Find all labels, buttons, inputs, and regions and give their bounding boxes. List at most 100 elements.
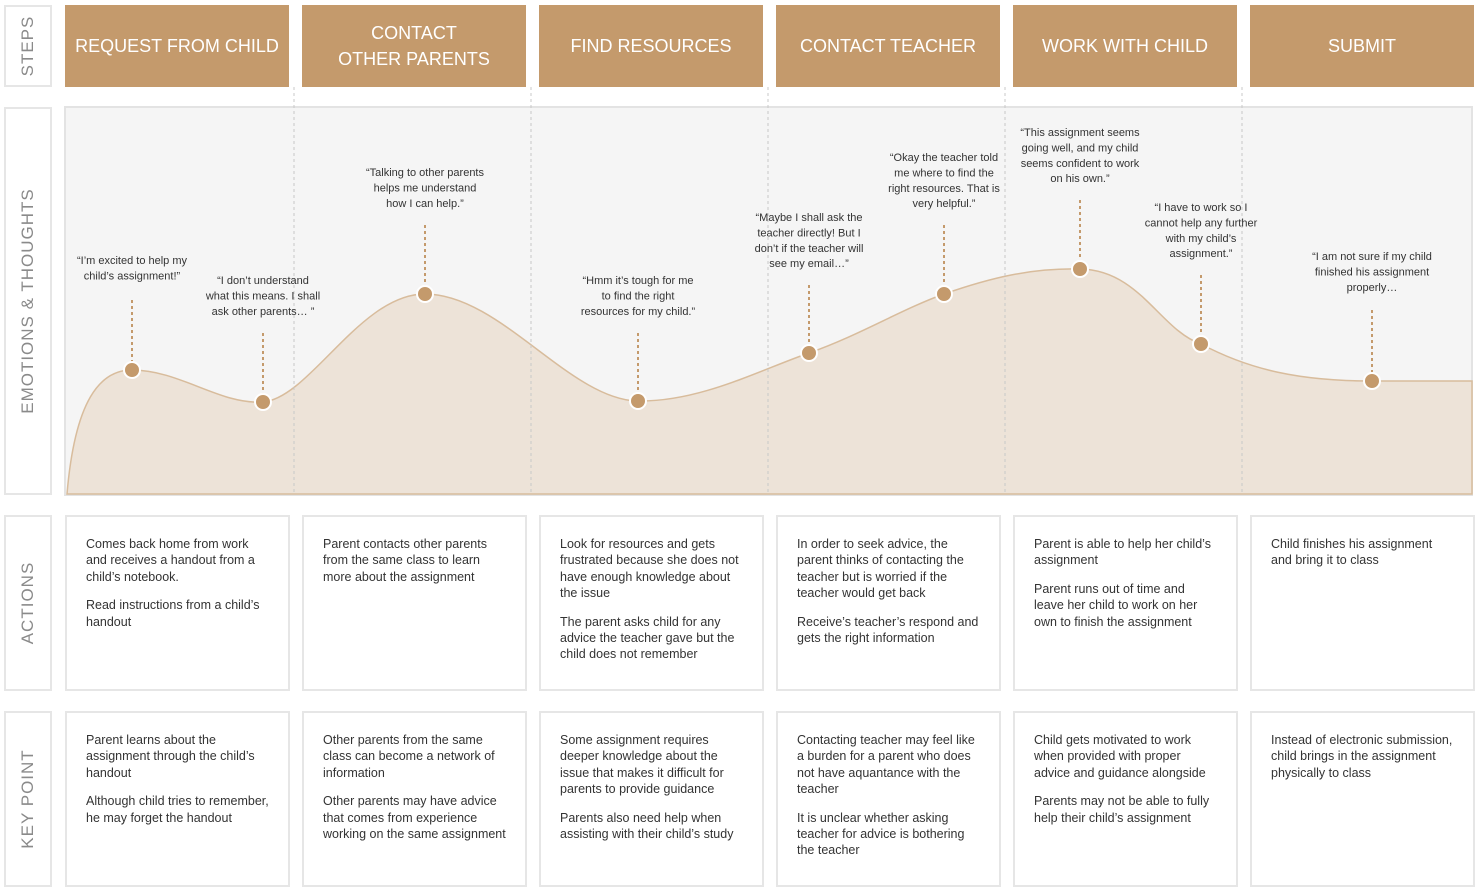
quote-line: child’s assignment!”	[84, 270, 181, 282]
card: Parent contacts other parents from the s…	[302, 515, 527, 691]
card: Instead of electronic submission, child …	[1250, 711, 1475, 887]
step-header: SUBMIT	[1250, 5, 1474, 87]
quote-line: “Hmm it’s tough for me	[582, 275, 693, 287]
card-text: Parent learns about the assignment throu…	[86, 733, 255, 780]
card-text: It is unclear whether asking teacher for…	[797, 810, 965, 858]
quote-line: on his own.”	[1050, 173, 1110, 185]
label-text: EMOTIONS & THOUGHTS	[18, 188, 37, 414]
card: Parent is able to help her child’s assig…	[1013, 515, 1238, 691]
quote-line: “I have to work so I	[1155, 202, 1248, 214]
card-text: Other parents from the same class can be…	[323, 733, 495, 780]
quote-line: “I’m excited to help my	[77, 255, 188, 267]
quote: “Okay the teacher told me where to find t…	[888, 152, 1000, 210]
emotion-point	[254, 393, 272, 411]
step-title: REQUEST FROM CHILD	[75, 36, 279, 56]
card-text: Contacting teacher may feel like a burde…	[797, 733, 975, 797]
quote-line: with my child’s	[1165, 233, 1237, 245]
emotion-point	[629, 392, 647, 410]
quote-line: to find the right	[602, 290, 675, 302]
card-text: Parent runs out of time and leave her ch…	[1034, 581, 1198, 629]
quote-line: “Maybe I shall ask the	[756, 212, 863, 224]
step-title: CONTACT	[371, 23, 457, 43]
quote-line: assignment.”	[1170, 248, 1233, 260]
card: In order to seek advice, the parent thin…	[776, 515, 1001, 691]
step-header: CONTACT TEACHER	[776, 5, 1000, 87]
emotion-curve	[66, 268, 1473, 495]
quote-line: helps me understand	[374, 182, 477, 194]
card-text: Instead of electronic submission, child …	[1271, 733, 1453, 780]
card-text: Comes back home from work and receives a…	[86, 537, 255, 584]
quote-line: seems confident to work	[1021, 158, 1140, 170]
row-label: ACTIONS	[4, 515, 52, 691]
quote-line: don’t if the teacher will	[755, 243, 864, 255]
card: Child finishes his assignment and bring …	[1250, 515, 1475, 691]
card-text: The parent asks child for any advice the…	[560, 614, 735, 662]
emotion-point	[416, 285, 434, 303]
quote-line: “This assignment seems	[1020, 127, 1140, 139]
card-text: Read instructions from a child’s handout	[86, 598, 260, 629]
step-header: REQUEST FROM CHILD	[65, 5, 289, 87]
emotion-point	[123, 361, 141, 379]
quote: “Hmm it’s tough for me to find the right r…	[581, 275, 696, 318]
card: Comes back home from work and receives a…	[65, 515, 290, 691]
quote-line: teacher directly! But I	[757, 227, 860, 239]
quote: “I have to work so I cannot help any furt…	[1145, 202, 1258, 260]
quote-line: finished his assignment	[1315, 266, 1429, 278]
card: Child gets motivated to work when provid…	[1013, 711, 1238, 887]
row-label: STEPS	[4, 5, 52, 87]
quote: “I am not sure if my child finished his a…	[1312, 251, 1432, 294]
card-text: Parents may not be able to fully help th…	[1034, 794, 1210, 825]
card: Other parents from the same class can be…	[302, 711, 527, 887]
quote-line: right resources. That is	[888, 183, 1000, 195]
emotion-point	[800, 344, 818, 362]
card: Some assignment requires deeper knowledg…	[539, 711, 764, 887]
card-text: Although child tries to remember, he may…	[86, 794, 269, 825]
card: Contacting teacher may feel like a burde…	[776, 711, 1001, 887]
quote-line: “Okay the teacher told	[890, 152, 998, 164]
quote-line: resources for my child.”	[581, 306, 696, 318]
row-label: KEY POINT	[4, 711, 52, 887]
emotion-point	[1071, 260, 1089, 278]
quote: “Talking to other parents helps me unders…	[366, 167, 485, 210]
quote-line: see my email…”	[769, 258, 849, 270]
label-text: KEY POINT	[18, 749, 37, 849]
card-text: Receive’s teacher’s respond and gets the…	[797, 614, 979, 646]
card-text: Child finishes his assignment and bring …	[1271, 537, 1433, 568]
step-title: CONTACT TEACHER	[799, 36, 977, 56]
emotion-point	[935, 285, 953, 303]
label-text: STEPS	[18, 15, 37, 77]
card-text: Some assignment requires deeper knowledg…	[560, 733, 724, 797]
quote-line: ask other parents… ”	[212, 306, 315, 318]
card-text: Parent contacts other parents from the s…	[323, 537, 487, 584]
card-text: Other parents may have advice that comes…	[323, 794, 506, 842]
step-title: SUBMIT	[1327, 36, 1396, 56]
card-text: In order to seek advice, the parent thin…	[797, 537, 964, 601]
quote: “I’m excited to help my child’s assignmen…	[77, 255, 188, 282]
quote-line: very helpful.”	[913, 198, 976, 210]
quote: “Maybe I shall ask the teacher directly! …	[755, 212, 864, 270]
step-header: FIND RESOURCES	[539, 5, 763, 87]
card-text: Parent is able to help her child’s assig…	[1034, 537, 1211, 568]
card: Parent learns about the assignment throu…	[65, 711, 290, 887]
quote-line: going well, and my child	[1022, 142, 1139, 154]
step-title: FIND RESOURCES	[570, 36, 732, 56]
label-text: ACTIONS	[18, 561, 37, 645]
emotion-point	[1363, 372, 1381, 390]
quote-line: how I can help.”	[386, 198, 464, 210]
quote-line: what this means. I shall	[205, 290, 320, 302]
card-text: Parents also need help when assisting wi…	[560, 810, 734, 842]
step-header: WORK WITH CHILD	[1013, 5, 1237, 87]
quote-line: “Talking to other parents	[366, 167, 485, 179]
quote-line: “I don’t understand	[217, 275, 309, 287]
emotion-point	[1192, 335, 1210, 353]
quote-line: properly…	[1347, 282, 1398, 294]
quote: “This assignment seems going well, and my…	[1020, 127, 1140, 185]
emotion-area	[64, 106, 1473, 496]
step-header: CONTACT OTHER PARENTS	[302, 5, 526, 87]
card-text: Child gets motivated to work when provid…	[1034, 733, 1206, 780]
quote-line: “I am not sure if my child	[1312, 251, 1432, 263]
quote-line: me where to find the	[894, 167, 994, 179]
row-label: EMOTIONS & THOUGHTS	[4, 107, 52, 495]
quote: “I don’t understand what this means. I sh…	[205, 275, 320, 318]
card: Look for resources and gets frustrated b…	[539, 515, 764, 691]
